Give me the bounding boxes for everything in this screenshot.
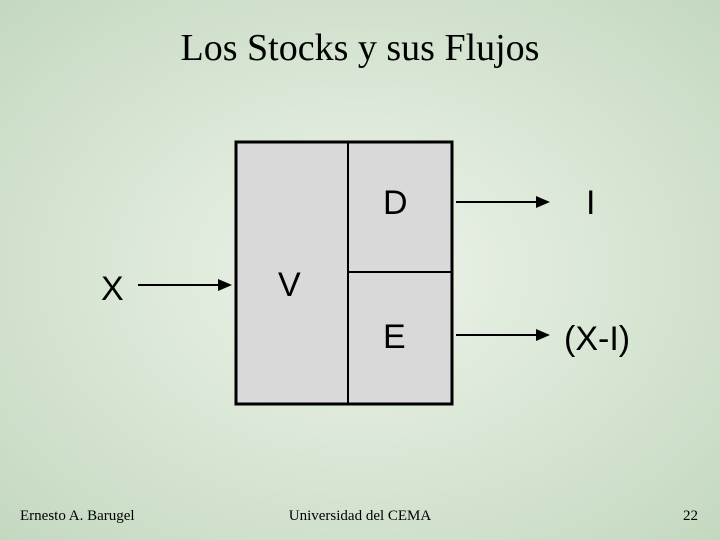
label-v: V (278, 266, 301, 305)
arrow-e-to-xi (456, 329, 550, 341)
footer-page: 22 (683, 508, 698, 525)
label-d: D (383, 184, 408, 223)
label-e: E (383, 318, 406, 357)
arrow-d-to-i (456, 196, 550, 208)
arrow-x-to-v (138, 279, 232, 291)
label-i: I (586, 184, 595, 223)
label-x: X (101, 270, 124, 309)
footer-institution: Universidad del CEMA (0, 508, 720, 525)
label-xmi: (X-I) (564, 320, 630, 359)
